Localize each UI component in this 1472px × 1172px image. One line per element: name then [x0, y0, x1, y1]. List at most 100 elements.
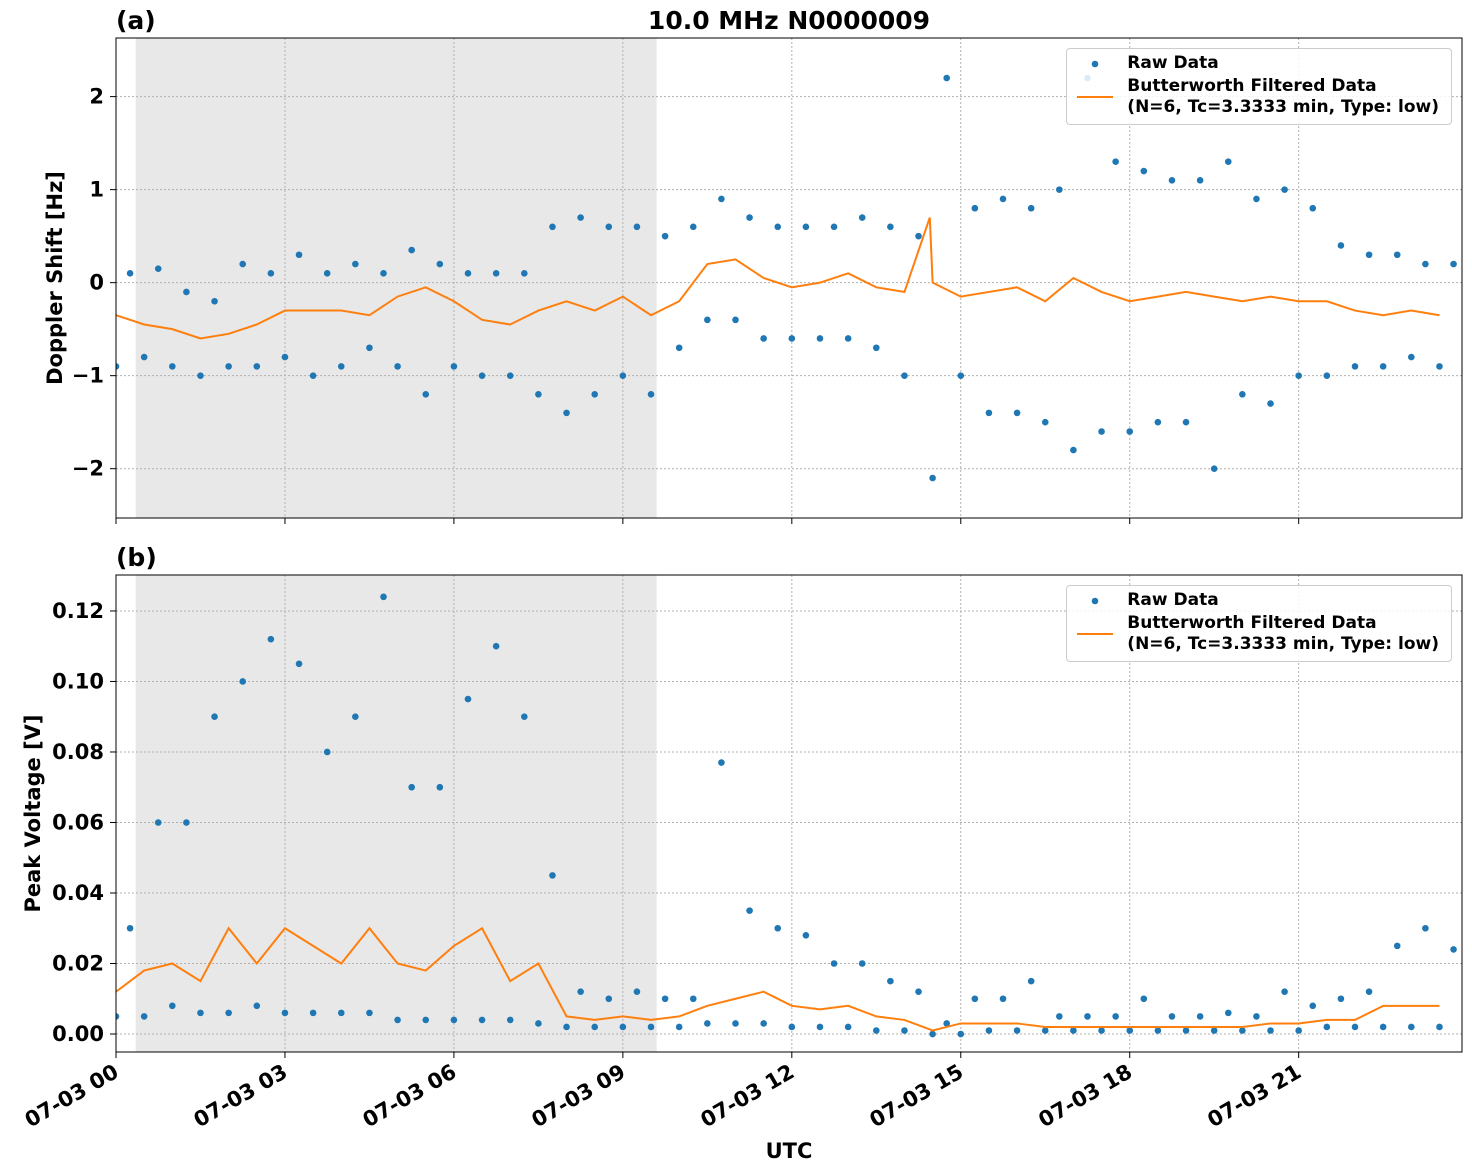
raw-point	[563, 1023, 570, 1031]
raw-point	[1196, 1013, 1204, 1020]
raw-point	[774, 924, 782, 932]
raw-point	[1239, 390, 1246, 398]
raw-point	[1112, 1013, 1119, 1020]
raw-point	[1393, 251, 1401, 259]
raw-point	[1070, 1027, 1077, 1034]
raw-point	[1210, 465, 1218, 472]
raw-point	[169, 363, 176, 370]
raw-point	[422, 390, 430, 398]
raw-point	[239, 260, 247, 268]
raw-point	[943, 74, 950, 82]
raw-point	[1013, 1027, 1021, 1034]
raw-point	[1070, 446, 1077, 454]
y-tick-label: 0	[89, 271, 104, 295]
raw-point	[1056, 1013, 1063, 1020]
raw-point	[140, 1013, 148, 1020]
chart-title: 10.0 MHz N0000009	[648, 6, 930, 35]
raw-point	[1365, 251, 1373, 259]
raw-point	[830, 223, 838, 231]
raw-point	[718, 759, 725, 766]
raw-point	[760, 335, 767, 342]
raw-point	[971, 995, 979, 1003]
raw-point	[366, 1009, 373, 1017]
x-tick-label: 07-03 15	[865, 1060, 967, 1133]
raw-point	[1182, 418, 1190, 426]
raw-point	[211, 713, 218, 721]
raw-point	[309, 1009, 317, 1017]
raw-point	[1408, 353, 1415, 361]
raw-point	[1210, 1027, 1218, 1034]
raw-point	[633, 223, 641, 231]
raw-point	[563, 409, 570, 417]
raw-point	[535, 1020, 542, 1027]
raw-point	[732, 1020, 739, 1027]
raw-point	[760, 1020, 767, 1027]
axes-frame	[115, 37, 1463, 519]
raw-point	[675, 344, 683, 352]
raw-point	[239, 678, 247, 685]
y-tick-label: −1	[72, 364, 104, 388]
panel-label: (b)	[116, 543, 157, 572]
raw-point	[901, 1027, 908, 1034]
raw-point	[605, 223, 613, 231]
legend-label: Butterworth Filtered Data (N=6, Tc=3.333…	[1127, 76, 1439, 117]
raw-point	[1168, 177, 1176, 184]
legend-swatch	[1091, 597, 1099, 605]
raw-point	[549, 872, 556, 879]
raw-point	[394, 363, 401, 370]
raw-point	[816, 1023, 824, 1031]
raw-point	[366, 344, 373, 352]
raw-point	[464, 270, 472, 277]
raw-point	[169, 1002, 176, 1010]
raw-point	[535, 390, 542, 398]
raw-point	[689, 995, 697, 1003]
legend-swatch	[1077, 96, 1114, 98]
raw-point	[746, 214, 753, 221]
raw-point	[788, 1023, 796, 1031]
raw-point	[732, 316, 739, 324]
raw-point	[253, 1002, 261, 1010]
raw-point	[197, 372, 204, 379]
raw-point	[1182, 1027, 1190, 1034]
legend-entry: Raw Data	[1075, 590, 1439, 611]
raw-point	[281, 1009, 289, 1017]
raw-point	[183, 819, 190, 826]
raw-point	[253, 363, 261, 370]
raw-point	[154, 265, 162, 272]
raw-point	[492, 642, 500, 650]
raw-point	[619, 1023, 627, 1031]
raw-point	[1041, 1027, 1049, 1034]
raw-point	[858, 214, 866, 221]
raw-point	[802, 932, 810, 939]
raw-point	[901, 372, 908, 379]
legend-entry: Raw Data	[1075, 53, 1439, 74]
raw-point	[1126, 428, 1134, 435]
raw-point	[985, 1027, 993, 1034]
raw-point	[408, 246, 415, 254]
raw-point	[577, 214, 584, 221]
raw-point	[211, 297, 218, 305]
raw-point	[591, 1023, 599, 1031]
legend-entry: Butterworth Filtered Data (N=6, Tc=3.333…	[1075, 613, 1439, 655]
legend-label: Raw Data	[1127, 53, 1219, 73]
raw-point	[267, 270, 275, 277]
legend-swatch	[1091, 60, 1099, 68]
raw-point	[1323, 1023, 1331, 1031]
raw-point	[718, 195, 725, 203]
raw-point	[464, 695, 472, 703]
raw-point	[1281, 186, 1288, 193]
raw-point	[957, 1030, 965, 1038]
raw-point	[478, 372, 486, 379]
raw-point	[1098, 1027, 1105, 1034]
raw-point	[689, 223, 697, 231]
raw-point	[295, 660, 303, 668]
x-tick-label: 07-03 03	[190, 1060, 292, 1133]
raw-point	[225, 1009, 232, 1017]
raw-point	[183, 288, 190, 296]
raw-point	[1351, 363, 1359, 370]
raw-point	[788, 335, 796, 342]
raw-point	[1140, 167, 1148, 175]
raw-point	[1041, 418, 1049, 426]
legend-swatch	[1077, 633, 1114, 635]
